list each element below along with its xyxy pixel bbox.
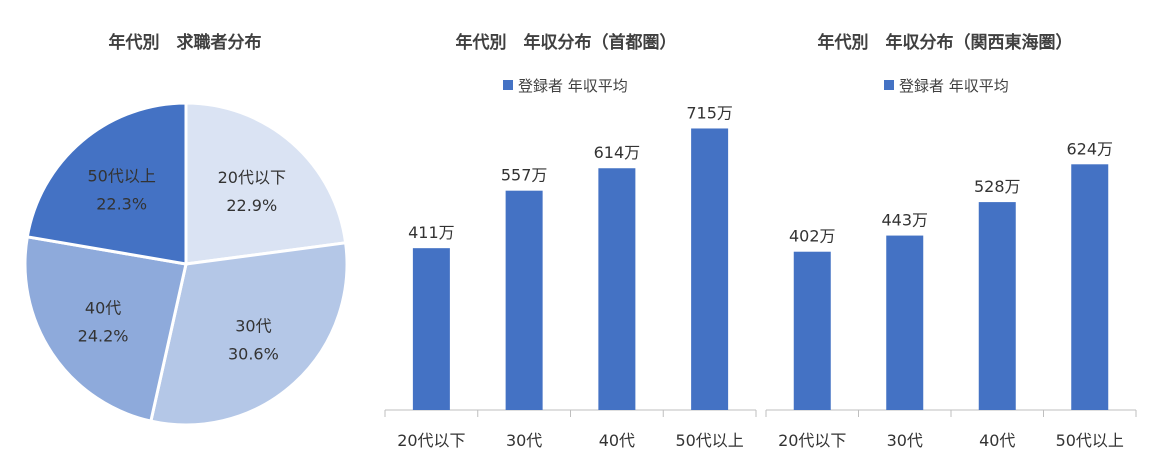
bar-data-label: 402万 — [789, 227, 836, 246]
pie-slice-value-label: 22.3% — [96, 195, 147, 214]
legend-kansai: 登録者 年収平均 — [884, 77, 1009, 95]
pie-slice-value-label: 24.2% — [78, 327, 129, 346]
x-tick-label: 50代以上 — [675, 431, 743, 450]
bar-chart-kansai-title: 年代別 年収分布（関西東海圏） — [818, 32, 1073, 53]
x-tick-label: 30代 — [506, 431, 542, 450]
bar — [886, 235, 924, 410]
bar — [978, 202, 1016, 410]
legend-swatch — [884, 80, 894, 90]
bar — [1071, 164, 1109, 410]
legend-capital: 登録者 年収平均 — [503, 77, 628, 95]
pie-slice-category-label: 40代 — [85, 299, 121, 318]
legend-swatch — [503, 80, 513, 90]
x-tick-label: 20代以下 — [778, 431, 846, 450]
bar-data-label: 614万 — [594, 143, 641, 162]
x-tick-label: 50代以上 — [1056, 431, 1124, 450]
bar — [598, 168, 636, 410]
legend-label: 登録者 年収平均 — [899, 77, 1009, 95]
bar-chart-kansai: 402万 20代以下 443万 30代 528万 40代 624万 50代以上 — [765, 139, 1137, 450]
bar — [691, 128, 729, 410]
pie-slice-value-label: 30.6% — [228, 345, 279, 364]
bar-data-label: 443万 — [881, 211, 928, 230]
bar-data-label: 411万 — [408, 223, 455, 242]
pie-slice — [23, 235, 188, 423]
pie-chart: 20代以下 22.9% 30代 30.6% 40代 24.2% 50代以上 22.3% — [23, 101, 349, 427]
x-tick-label: 40代 — [599, 431, 635, 450]
pie-chart-title: 年代別 求職者分布 — [109, 32, 262, 53]
bar — [412, 248, 450, 410]
pie-slice — [25, 101, 188, 266]
pie-slice — [149, 241, 349, 427]
pie-slice-category-label: 20代以下 — [218, 168, 286, 187]
bar — [793, 251, 831, 410]
bar-chart-capital-title: 年代別 年収分布（首都圏） — [456, 32, 677, 53]
pie-slice-value-label: 22.9% — [226, 196, 277, 215]
x-tick-label: 20代以下 — [397, 431, 465, 450]
pie-slice — [184, 101, 348, 266]
bar-chart-capital: 411万 20代以下 557万 30代 614万 40代 715万 50代以上 — [384, 103, 757, 450]
bar-data-label: 715万 — [686, 103, 733, 122]
x-tick-label: 40代 — [979, 431, 1015, 450]
bar-data-label: 624万 — [1066, 139, 1113, 158]
x-tick-label: 30代 — [887, 431, 923, 450]
bar-data-label: 557万 — [501, 166, 548, 185]
legend-label: 登録者 年収平均 — [518, 77, 628, 95]
bar — [505, 190, 543, 410]
pie-slice-category-label: 30代 — [235, 317, 271, 336]
pie-slice-category-label: 50代以上 — [87, 167, 155, 186]
bar-data-label: 528万 — [974, 177, 1021, 196]
